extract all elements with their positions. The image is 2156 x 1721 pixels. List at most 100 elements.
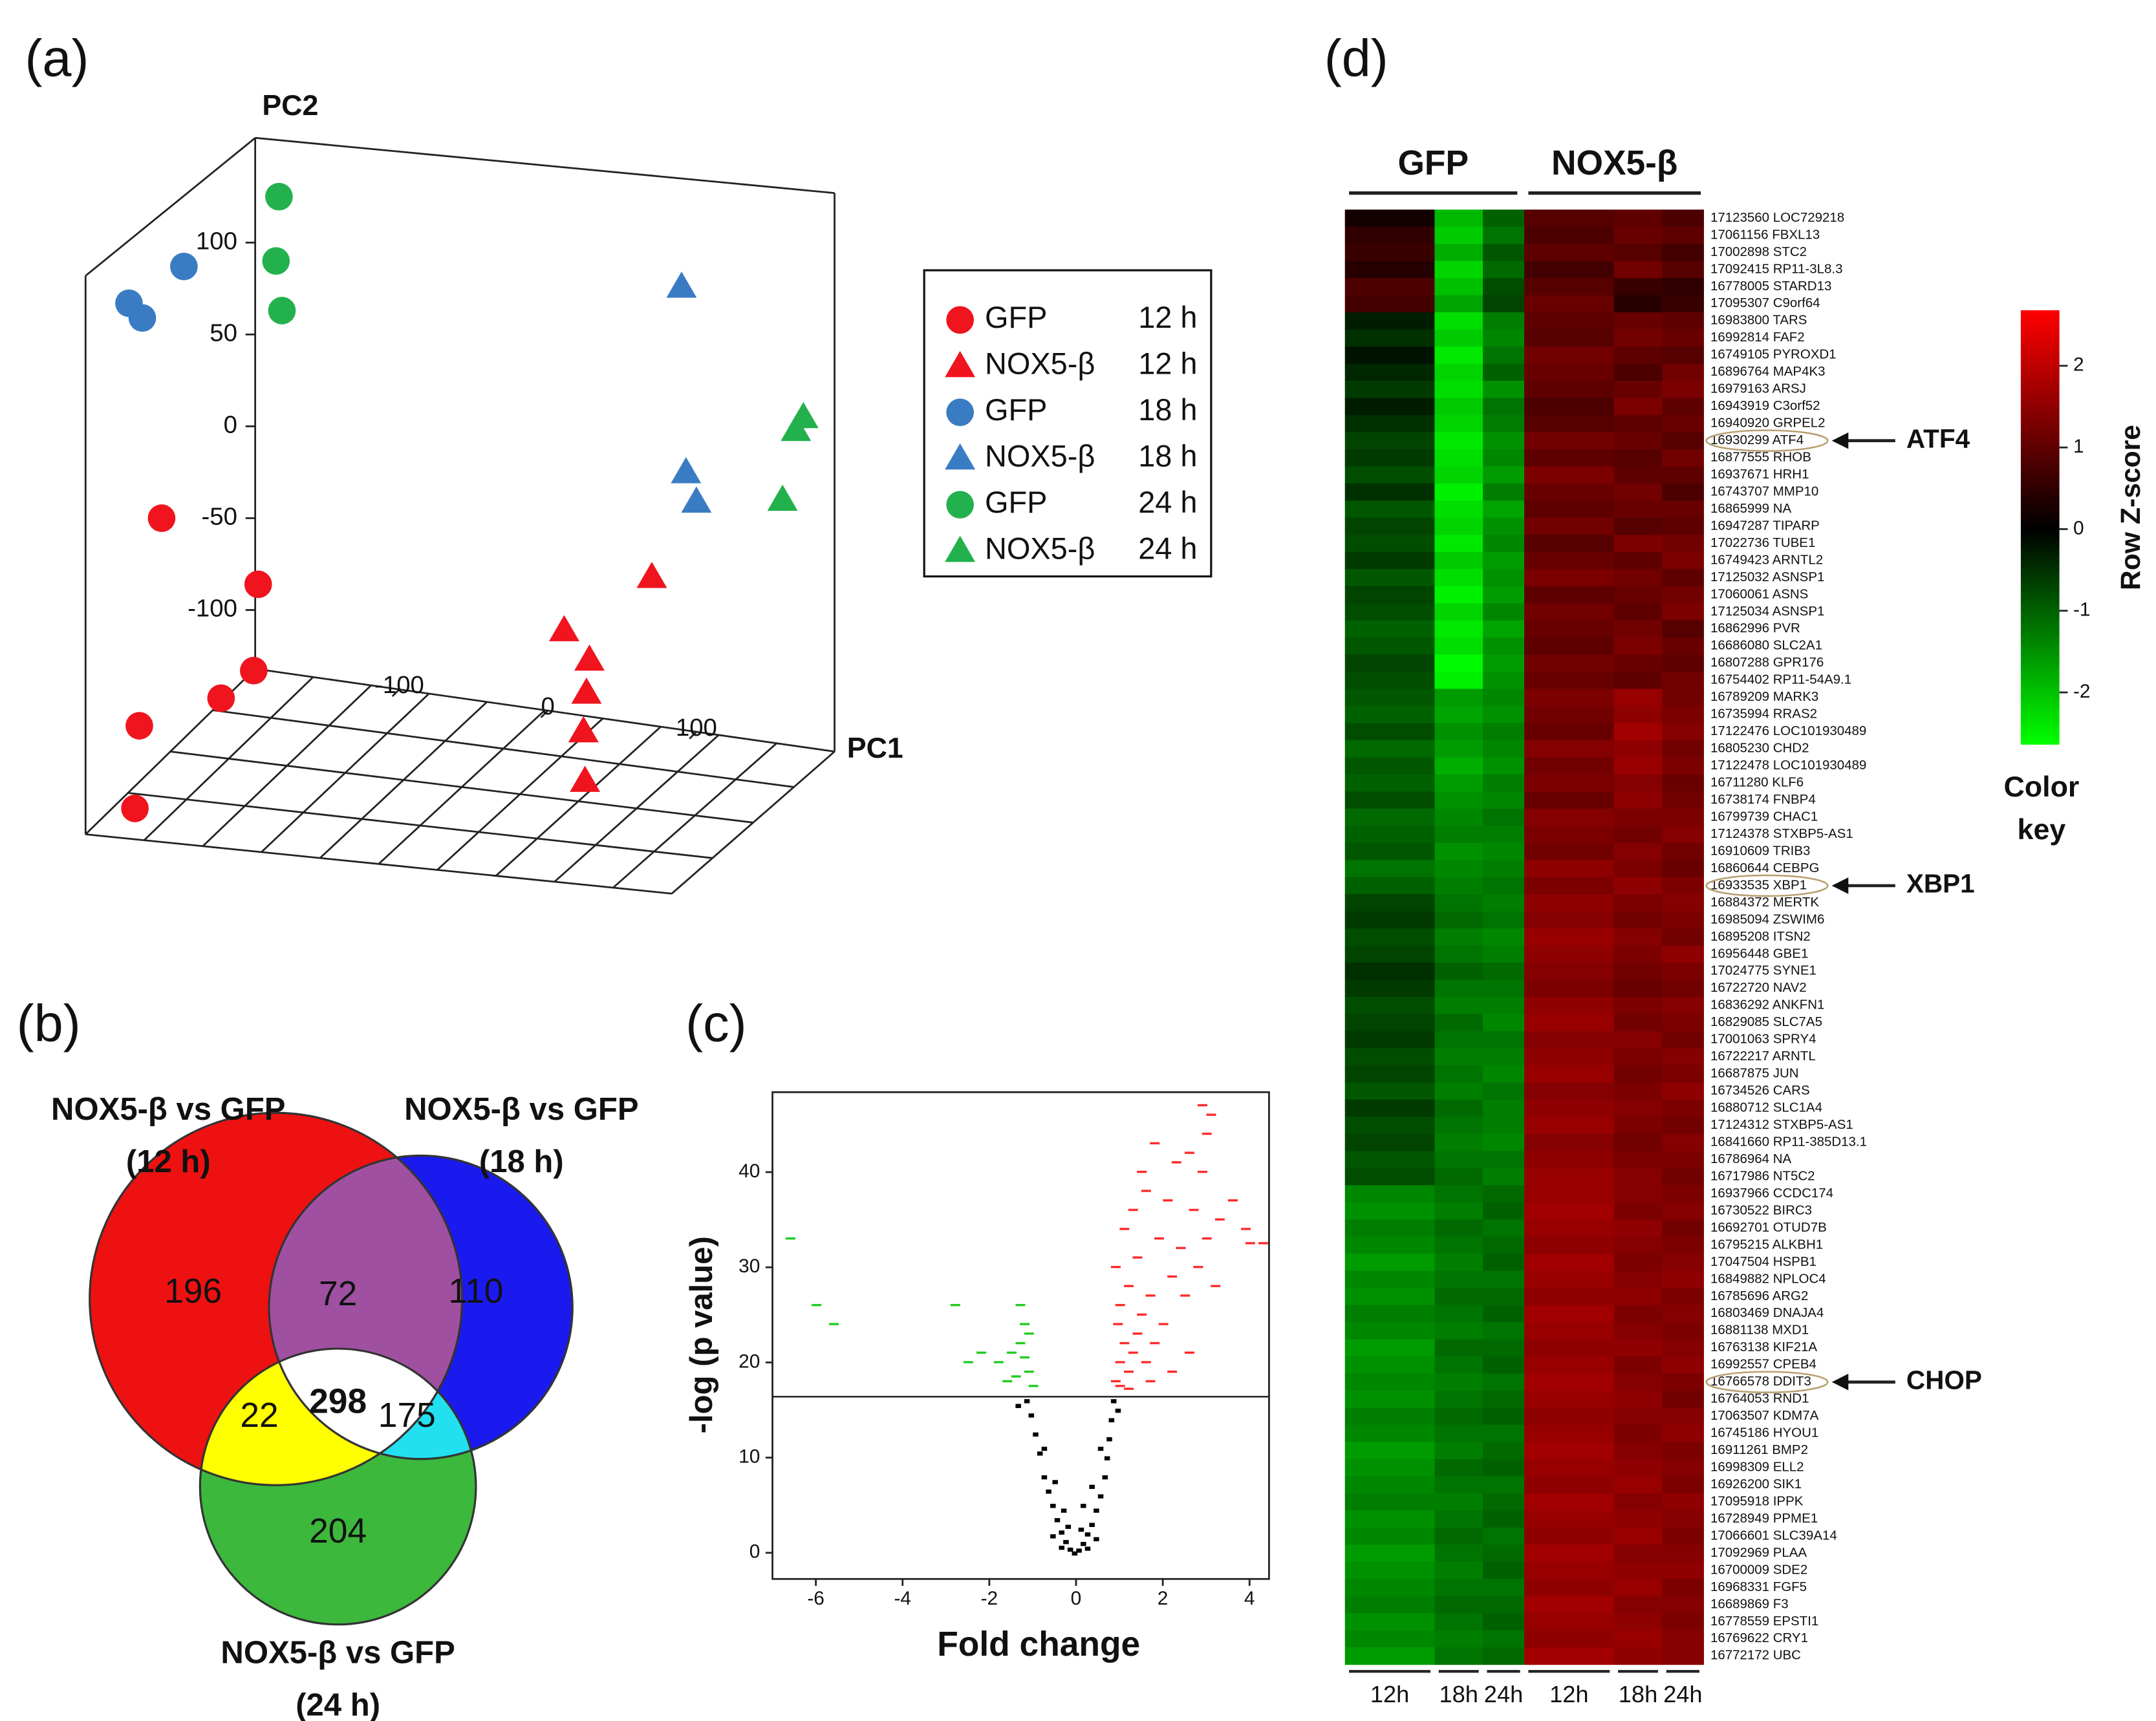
heat-cell	[1662, 1270, 1704, 1288]
heat-cell	[1344, 312, 1436, 330]
heat-cell	[1524, 911, 1615, 929]
heat-cell	[1483, 380, 1525, 399]
heat-cell	[1662, 1288, 1704, 1306]
heat-cell	[1483, 1099, 1525, 1118]
heat-cell	[1613, 261, 1663, 279]
point	[1141, 1361, 1151, 1363]
heat-cell	[1613, 911, 1663, 929]
heat-cell	[1524, 261, 1615, 279]
heat-cell	[1344, 1031, 1436, 1049]
heat-cell	[1344, 380, 1436, 399]
heat-cell	[1483, 928, 1525, 946]
heat-cell	[1662, 398, 1704, 416]
heat-cell	[1613, 1219, 1663, 1237]
heat-cell	[1434, 295, 1483, 313]
heat-cell	[1524, 1527, 1615, 1545]
heat-cell	[1434, 1254, 1483, 1272]
y-tick-label: 30	[738, 1256, 760, 1277]
box-edge	[85, 137, 256, 277]
point	[1059, 1530, 1065, 1535]
heat-cell	[1434, 1476, 1483, 1494]
heat-cell	[1434, 466, 1483, 484]
heat-cell	[1613, 1630, 1663, 1648]
heat-cell	[1613, 278, 1663, 296]
heat-cell	[1662, 963, 1704, 981]
circle-marker	[170, 252, 198, 281]
heat-cell	[1344, 1596, 1436, 1614]
point	[1167, 1275, 1178, 1278]
gene-label: 17022736 TUBE1	[1710, 535, 1815, 550]
heat-cell	[1613, 842, 1663, 860]
heat-cell	[1483, 209, 1525, 228]
heat-cell	[1524, 1442, 1615, 1460]
gene-label: 16807288 GPR176	[1710, 655, 1824, 670]
gene-label: 16884372 MERTK	[1710, 895, 1819, 910]
heat-cell	[1434, 1014, 1483, 1032]
heat-cell	[1434, 757, 1483, 775]
heat-cell	[1434, 705, 1483, 724]
heat-cell	[1434, 1236, 1483, 1254]
heat-cell	[1483, 877, 1525, 895]
point	[1024, 1399, 1030, 1404]
heat-cell	[1344, 1647, 1436, 1665]
heat-cell	[1434, 1168, 1483, 1186]
heat-cell	[1524, 1647, 1615, 1665]
heat-cell	[1524, 1270, 1615, 1288]
heat-cell	[1662, 551, 1704, 570]
heat-cell	[1613, 603, 1663, 621]
heat-cell	[1483, 449, 1525, 467]
heat-cell	[1524, 278, 1615, 296]
point	[1198, 1104, 1208, 1107]
gene-label: 16930299 ATF4	[1710, 433, 1804, 447]
floor-grid	[212, 709, 794, 788]
gene-label: 16911261 BMP2	[1710, 1442, 1808, 1457]
heat-cell	[1613, 860, 1663, 878]
heat-cell	[1613, 705, 1663, 724]
heat-cell	[1662, 1254, 1704, 1272]
heat-cell	[1524, 842, 1615, 860]
point	[1176, 1246, 1186, 1250]
heat-cell	[1483, 347, 1525, 365]
gene-label: 17063507 KDM7A	[1710, 1408, 1819, 1423]
heat-cell	[1524, 774, 1615, 792]
heat-cell	[1613, 1356, 1663, 1374]
point	[1137, 1313, 1147, 1316]
point	[1184, 1351, 1194, 1354]
heat-cell	[1524, 209, 1615, 228]
heat-cell	[1434, 1459, 1483, 1477]
heat-cell	[1524, 432, 1615, 450]
gene-label: 16722217 ARNTL	[1710, 1049, 1816, 1064]
heat-cell	[1434, 347, 1483, 365]
point	[1163, 1199, 1173, 1202]
heat-cell	[1344, 1236, 1436, 1254]
point	[1124, 1370, 1134, 1373]
point	[1193, 1266, 1203, 1268]
point	[1052, 1480, 1058, 1484]
heat-cell	[1613, 1390, 1663, 1409]
gene-label: 16743707 MMP10	[1710, 484, 1818, 498]
heat-cell	[1613, 1270, 1663, 1288]
heat-cell	[1434, 261, 1483, 279]
heat-cell	[1434, 329, 1483, 347]
gene-label: 16785696 ARG2	[1710, 1288, 1808, 1303]
heat-cell	[1613, 1236, 1663, 1254]
heat-cell	[1662, 1339, 1704, 1357]
heat-cell	[1524, 586, 1615, 604]
circle-marker	[946, 491, 974, 519]
heat-cell	[1662, 1647, 1704, 1665]
gene-label: 17095307 C9orf64	[1710, 295, 1820, 310]
color-key-tick-label: 1	[2073, 436, 2084, 457]
heat-cell	[1344, 808, 1436, 826]
heat-cell	[1524, 380, 1615, 399]
point	[1241, 1228, 1251, 1230]
heat-cell	[1434, 414, 1483, 433]
gene-label: 16799739 CHAC1	[1710, 809, 1818, 824]
point	[1115, 1303, 1125, 1307]
point	[1094, 1537, 1099, 1542]
heat-cell	[1613, 1168, 1663, 1186]
heat-cell	[1434, 928, 1483, 946]
heat-cell	[1344, 1339, 1436, 1357]
heat-cell	[1434, 808, 1483, 826]
gene-label: 16754402 RP11-54A9.1	[1710, 672, 1851, 687]
